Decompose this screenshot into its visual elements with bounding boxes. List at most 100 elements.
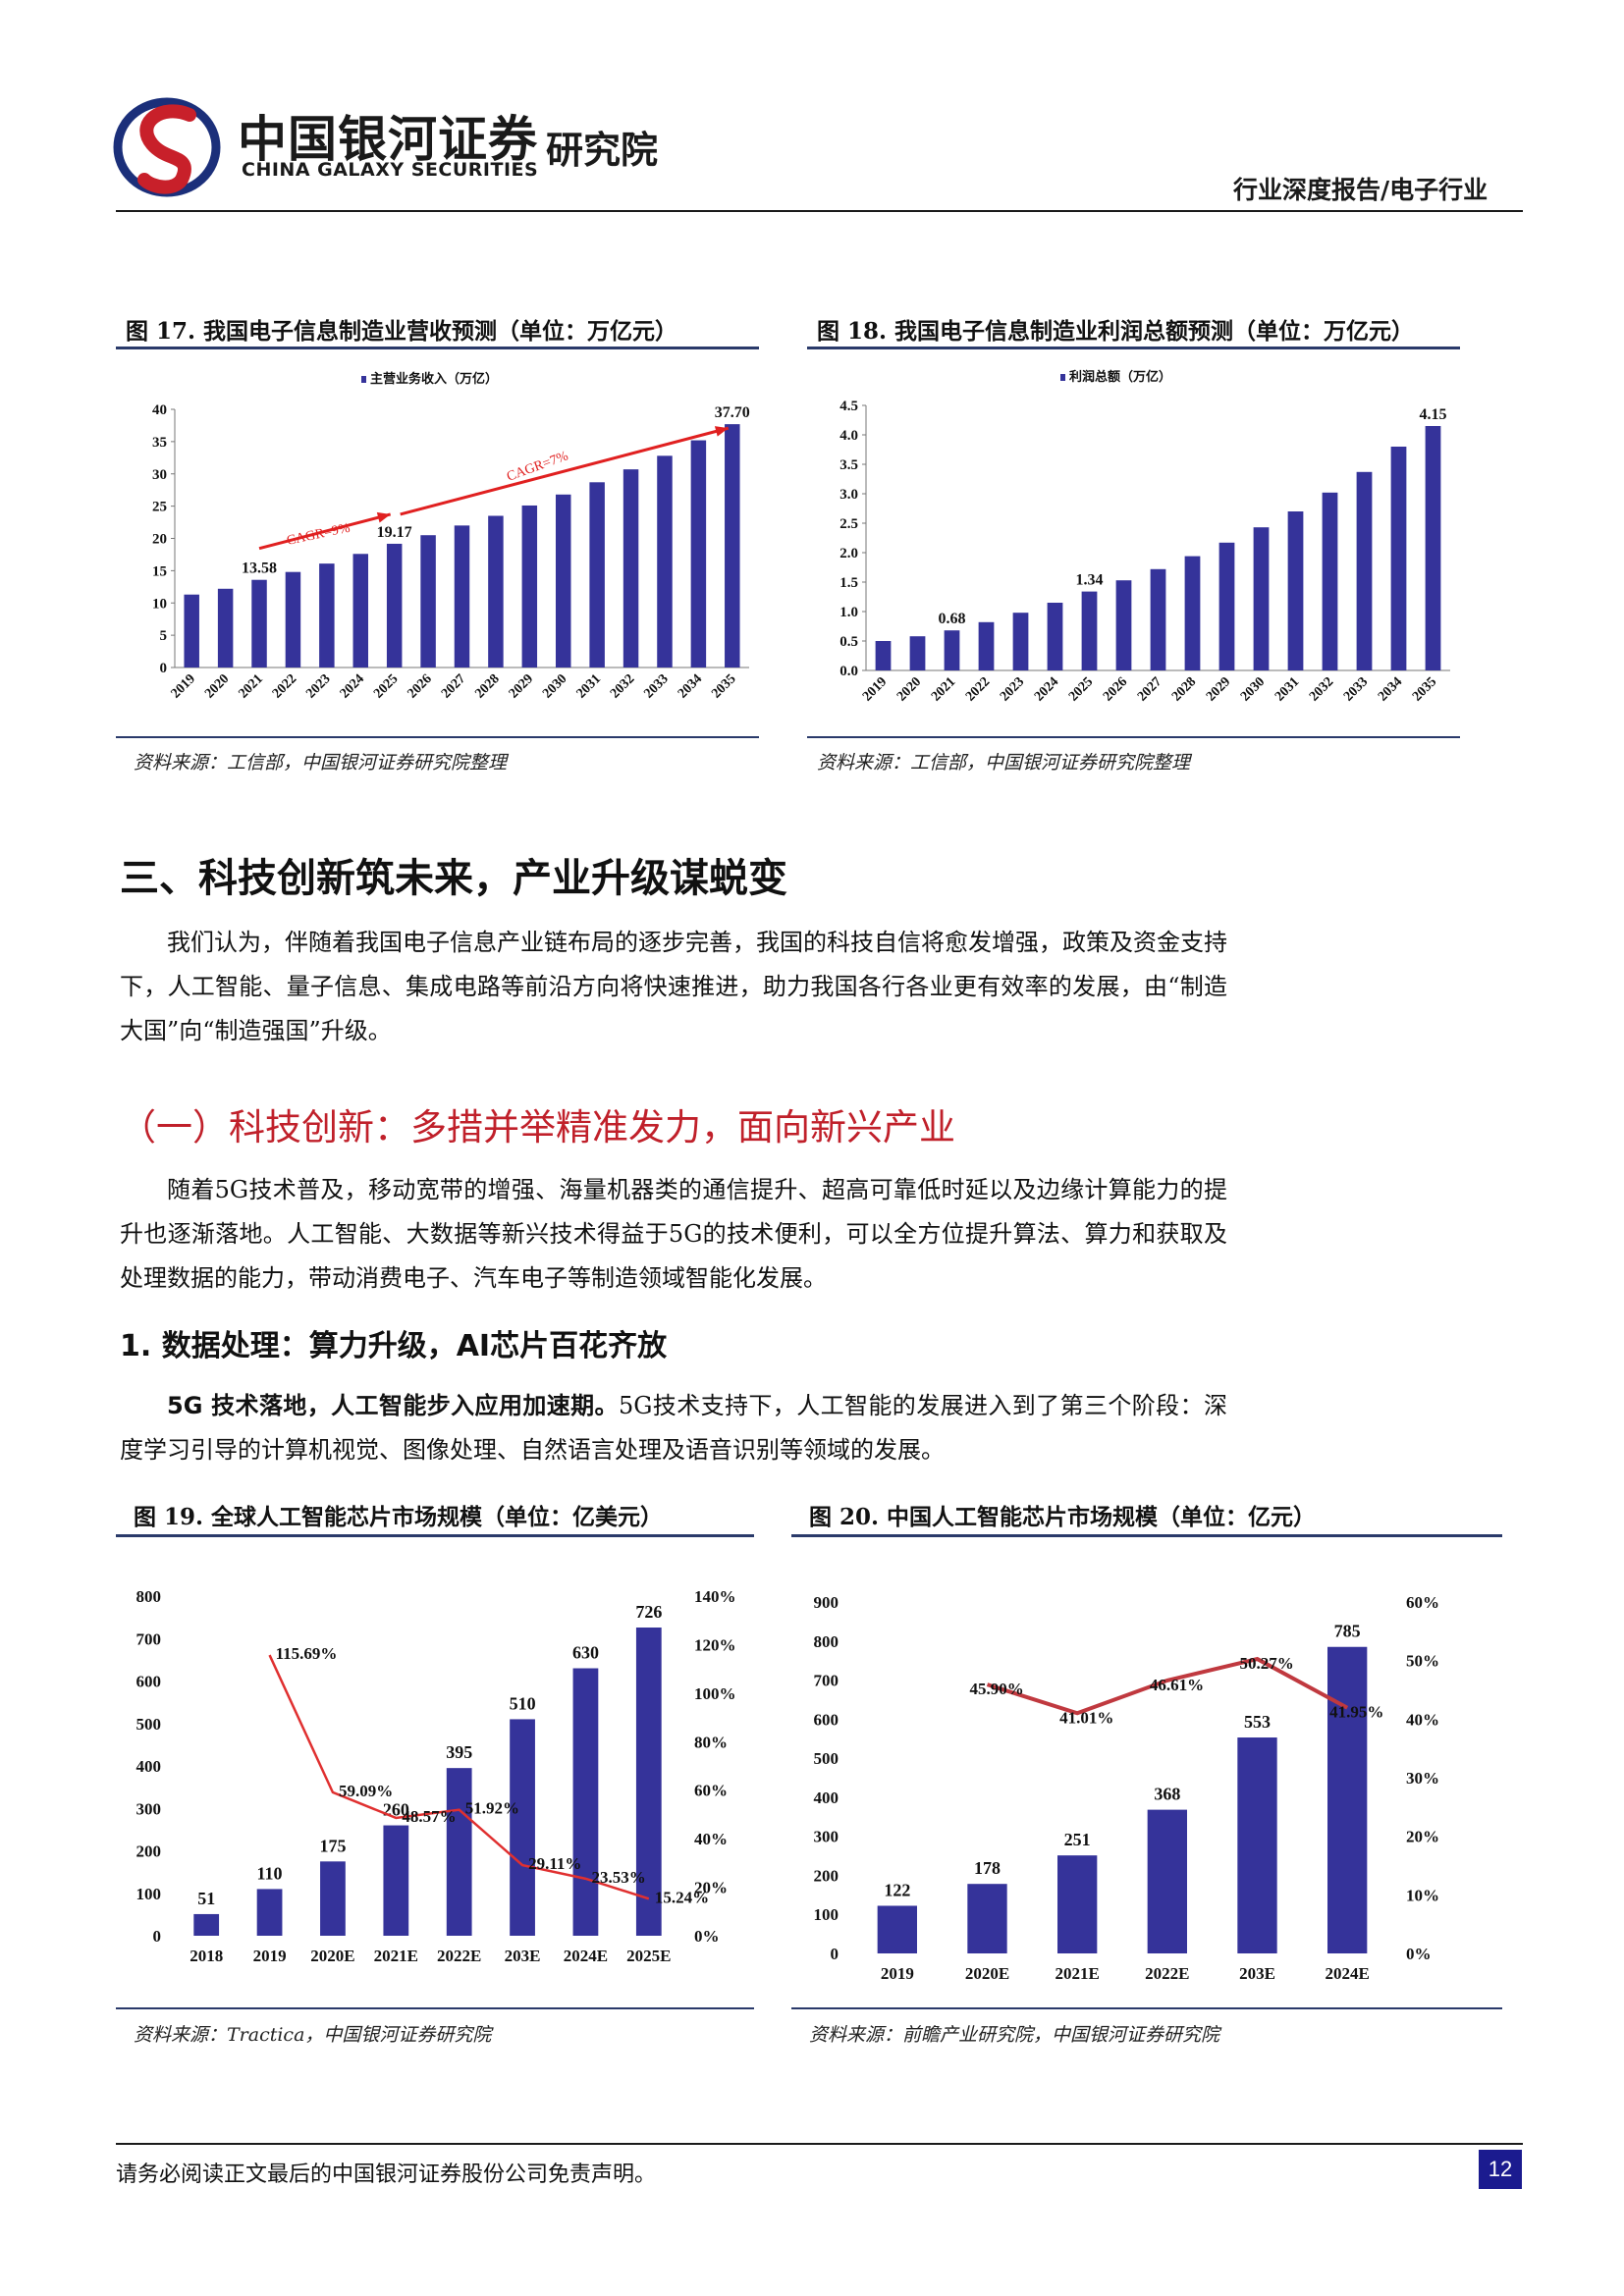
bar bbox=[1322, 492, 1338, 670]
bar bbox=[1012, 613, 1029, 670]
x-tick-label: 203E bbox=[1239, 1964, 1275, 1983]
x-tick-label: 203E bbox=[505, 1947, 541, 1965]
x-tick-label: 2020E bbox=[310, 1947, 354, 1965]
bar bbox=[217, 588, 234, 667]
x-tick-label: 2019 bbox=[253, 1947, 287, 1965]
logo-chinese-name: 中国银河证券 bbox=[238, 111, 538, 168]
fig18-source: 资料来源：工信部，中国银河证券研究院整理 bbox=[817, 752, 1191, 774]
data-label: 19.17 bbox=[377, 524, 412, 541]
data-label: 251 bbox=[1064, 1830, 1091, 1849]
x-tick-label: 2029 bbox=[1204, 674, 1233, 704]
y-tick-label: 40 bbox=[152, 402, 167, 418]
y-tick-label: 700 bbox=[136, 1629, 162, 1648]
x-tick-label: 2024E bbox=[564, 1947, 608, 1965]
y2-tick-label: 50% bbox=[1406, 1652, 1439, 1671]
x-tick-label: 2021 bbox=[929, 674, 958, 704]
x-tick-label: 2026 bbox=[1101, 674, 1130, 704]
bar bbox=[967, 1884, 1007, 1953]
bar bbox=[1237, 1737, 1277, 1953]
fig17-source: 资料来源：工信部，中国银河证券研究院整理 bbox=[134, 752, 508, 774]
bar bbox=[657, 455, 673, 667]
report-type: 行业深度报告/电子行业 bbox=[1233, 176, 1489, 204]
bar bbox=[1184, 556, 1201, 670]
data-label: 785 bbox=[1334, 1622, 1361, 1641]
x-tick-label: 2024 bbox=[1032, 674, 1061, 704]
bar bbox=[488, 515, 504, 667]
logo-institute: 研究院 bbox=[546, 129, 659, 172]
x-tick-label: 2018 bbox=[189, 1947, 223, 1965]
x-tick-label: 2034 bbox=[676, 671, 705, 701]
y2-tick-label: 40% bbox=[694, 1830, 728, 1848]
fig20-title-rule bbox=[791, 1534, 1502, 1537]
y-tick-label: 1.0 bbox=[839, 605, 858, 620]
x-tick-label: 2021E bbox=[1055, 1964, 1099, 1983]
x-tick-label: 2028 bbox=[472, 671, 502, 701]
y-tick-label: 5 bbox=[160, 628, 168, 644]
data-label: 175 bbox=[319, 1836, 346, 1855]
line-label: 59.09% bbox=[339, 1782, 393, 1800]
x-tick-label: 2020 bbox=[894, 674, 924, 704]
legend-swatch bbox=[1060, 374, 1065, 381]
fig17-title: 图 17. 我国电子信息制造业营收预测（单位：万亿元） bbox=[126, 318, 678, 345]
x-tick-label: 2034 bbox=[1376, 674, 1405, 704]
bar bbox=[319, 563, 335, 667]
x-tick-label: 2031 bbox=[1272, 674, 1302, 704]
x-tick-label: 2033 bbox=[1341, 674, 1371, 704]
data-label: 178 bbox=[974, 1858, 1001, 1878]
bar bbox=[386, 543, 403, 667]
y-tick-label: 300 bbox=[814, 1828, 839, 1846]
x-tick-label: 2022 bbox=[270, 671, 299, 701]
x-tick-label: 2022E bbox=[437, 1947, 481, 1965]
data-label: 37.70 bbox=[715, 404, 750, 421]
y2-tick-label: 100% bbox=[694, 1684, 736, 1703]
bar bbox=[589, 482, 605, 667]
y-tick-label: 0 bbox=[160, 661, 168, 676]
bar bbox=[320, 1861, 346, 1936]
cagr-arrow-2-head bbox=[714, 426, 729, 437]
x-tick-label: 2021E bbox=[374, 1947, 418, 1965]
bar bbox=[383, 1825, 409, 1936]
line-label: 50.27% bbox=[1240, 1654, 1294, 1673]
y2-tick-label: 60% bbox=[694, 1782, 728, 1800]
y-tick-label: 200 bbox=[814, 1866, 839, 1885]
y-tick-label: 100 bbox=[814, 1905, 839, 1924]
data-label: 630 bbox=[572, 1643, 599, 1663]
bar bbox=[1047, 603, 1063, 670]
cagr-arrow-2 bbox=[400, 426, 730, 516]
x-tick-label: 2020 bbox=[202, 671, 232, 701]
bar bbox=[420, 535, 436, 667]
bar bbox=[875, 641, 892, 670]
x-tick-label: 2028 bbox=[1169, 674, 1199, 704]
x-tick-label: 2032 bbox=[1307, 674, 1336, 704]
y-tick-label: 10 bbox=[152, 596, 167, 612]
bar bbox=[877, 1905, 917, 1953]
fig19-global-ai-chip-chart: 0 100 200 300 400 500 600 700 800 0% 20% 40% 60% 80% 1… bbox=[136, 1587, 736, 1965]
x-tick-label: 2025 bbox=[371, 671, 401, 701]
bar bbox=[1356, 471, 1373, 670]
x-tick-label: 2035 bbox=[1410, 674, 1439, 704]
data-label: 395 bbox=[446, 1742, 472, 1762]
data-label: 368 bbox=[1154, 1785, 1180, 1804]
legend-label: 利润总额（万亿） bbox=[1069, 369, 1171, 384]
line-label: 46.61% bbox=[1150, 1676, 1204, 1694]
section-paragraph: 我们认为，伴随着我国电子信息产业链布局的逐步完善，我国的科技自信将愈发增强，政策… bbox=[120, 929, 1227, 1044]
x-tick-label: 2031 bbox=[574, 671, 604, 701]
bar bbox=[521, 505, 538, 667]
y2-tick-label: 0% bbox=[694, 1927, 720, 1946]
y-tick-label: 4.5 bbox=[839, 399, 858, 414]
x-tick-label: 2020E bbox=[965, 1964, 1009, 1983]
y-tick-label: 4.0 bbox=[839, 428, 858, 444]
x-tick-label: 2027 bbox=[1135, 674, 1164, 704]
y-tick-label: 35 bbox=[152, 435, 167, 451]
fig20-source: 资料来源：前瞻产业研究院，中国银河证券研究院 bbox=[809, 2024, 1220, 2046]
fig18-bottom-rule bbox=[807, 736, 1460, 738]
y-tick-label: 20 bbox=[152, 532, 167, 548]
bar bbox=[555, 494, 571, 667]
fig19-title-rule bbox=[116, 1534, 754, 1537]
header-rule bbox=[116, 210, 1523, 212]
y-tick-label: 3.5 bbox=[839, 457, 858, 473]
y-tick-label: 25 bbox=[152, 500, 167, 515]
fig20-china-ai-chip-chart: 0 100 200 300 400 500 600 700 800 900 0% 10% 20% 30% 4… bbox=[814, 1593, 1440, 1983]
line-label: 41.95% bbox=[1329, 1703, 1383, 1722]
